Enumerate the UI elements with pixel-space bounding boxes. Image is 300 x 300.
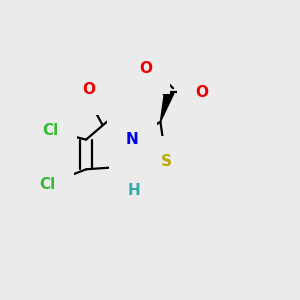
Text: S: S <box>161 154 172 169</box>
Text: O: O <box>82 82 96 97</box>
Text: N: N <box>126 132 139 147</box>
Text: O: O <box>196 85 208 100</box>
Text: H: H <box>127 183 140 198</box>
Polygon shape <box>160 91 174 122</box>
Text: O: O <box>139 61 152 76</box>
Text: Cl: Cl <box>39 177 56 192</box>
Text: Cl: Cl <box>42 123 58 138</box>
